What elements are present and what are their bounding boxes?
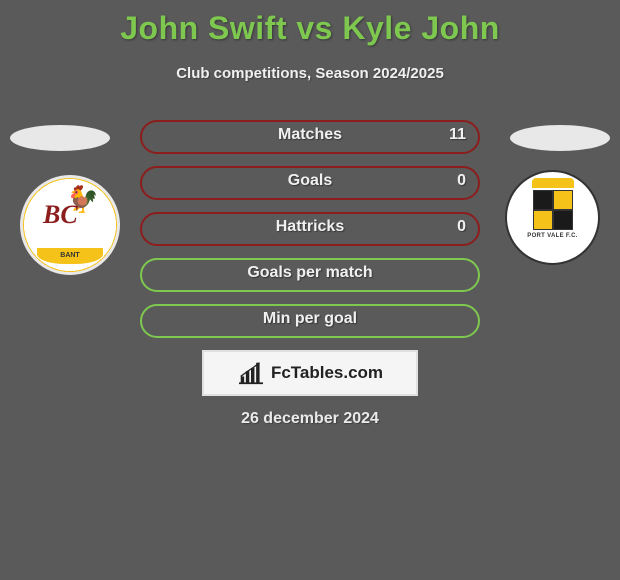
stat-row: Hattricks0: [140, 212, 480, 246]
brand-box: FcTables.com: [202, 350, 418, 396]
subtitle: Club competitions, Season 2024/2025: [0, 65, 620, 82]
stat-row: Matches11: [140, 120, 480, 154]
stats-container: Matches11Goals0Hattricks0Goals per match…: [0, 120, 620, 350]
stat-row: Goals per match: [140, 258, 480, 292]
stat-label: Matches: [140, 126, 480, 144]
stat-value-right: 0: [457, 218, 466, 236]
stat-label: Goals per match: [140, 264, 480, 282]
brand-text: FcTables.com: [271, 363, 383, 383]
stat-label: Min per goal: [140, 310, 480, 328]
page-title: John Swift vs Kyle John: [0, 0, 620, 47]
date-text: 26 december 2024: [0, 410, 620, 428]
stat-value-right: 11: [449, 126, 466, 144]
chart-icon: [237, 361, 265, 385]
stat-value-right: 0: [457, 172, 466, 190]
stat-label: Goals: [140, 172, 480, 190]
stat-label: Hattricks: [140, 218, 480, 236]
stat-row: Min per goal: [140, 304, 480, 338]
stat-row: Goals0: [140, 166, 480, 200]
